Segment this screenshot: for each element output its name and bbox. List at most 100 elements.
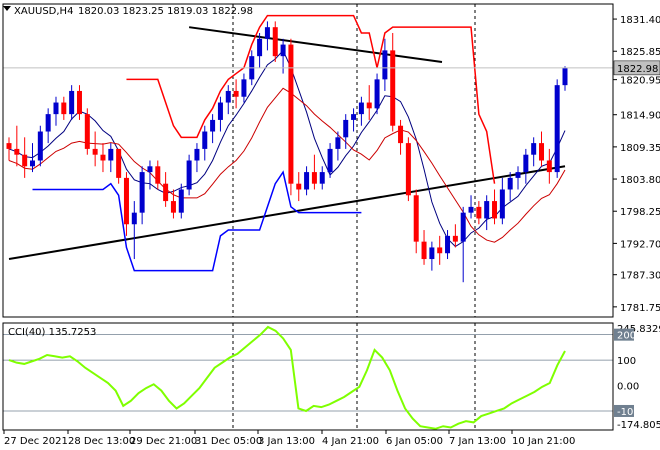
candle (202, 125, 208, 161)
candle-body (523, 154, 529, 173)
candle-body (484, 201, 490, 219)
candle-body (327, 148, 333, 173)
candle-body (241, 79, 247, 97)
price-tick-label: 1781.75 (620, 303, 660, 314)
cci-line (8, 325, 566, 430)
cci-level-label: -100 (617, 407, 640, 418)
cci-max-label: 245.8329 (617, 324, 660, 335)
candle-body (61, 102, 67, 115)
candle (178, 183, 184, 219)
candle-body (170, 201, 176, 213)
candle (523, 148, 529, 184)
candle (413, 189, 419, 254)
candle-body (437, 247, 443, 254)
candle (437, 235, 443, 265)
candle (499, 177, 505, 225)
candle-body (69, 90, 75, 115)
candle (14, 125, 20, 167)
candle (468, 195, 474, 219)
candle-body (374, 79, 380, 109)
candle (515, 166, 521, 190)
candle (217, 96, 223, 132)
candle (116, 148, 122, 184)
candle (53, 96, 59, 126)
candle-body (288, 44, 294, 184)
price-axis: 1831.40 1825.85 1820.95 1814.90 1809.35 1803.… (613, 15, 660, 431)
time-tick-label: 31 Dec 05:00 (195, 436, 262, 447)
price-tick-label: 1787.30 (620, 271, 660, 282)
ohlc-values: 1820.03 1823.25 1819.03 1822.98 (78, 6, 253, 17)
time-tick-label: 3 Jan 13:00 (258, 436, 315, 447)
cci-level-tag (614, 404, 634, 417)
candle-body (210, 119, 216, 132)
candle-body (123, 177, 129, 225)
cci-level-tag (614, 328, 634, 341)
candle-body (264, 27, 270, 39)
candle-body (116, 148, 122, 178)
candle-body (390, 50, 396, 126)
candle-body (515, 172, 521, 178)
candle (296, 172, 302, 202)
candle-body (139, 172, 145, 213)
price-plot (3, 4, 613, 317)
candle-body (554, 85, 560, 173)
candle-body (499, 189, 505, 219)
time-tick-label: 10 Jan 21:00 (512, 436, 575, 447)
cci-level-label: 100 (617, 356, 636, 367)
time-tick-label: 7 Jan 13:00 (449, 436, 506, 447)
candle (241, 73, 247, 103)
candle (546, 148, 552, 184)
price-tick-label: 1798.25 (620, 207, 660, 218)
cci-min-label: -174.8056 (617, 420, 660, 431)
candle (484, 195, 490, 231)
candle-body (358, 102, 364, 115)
candle (374, 73, 380, 115)
candle (562, 66, 568, 91)
price-tick-label: 1831.40 (620, 15, 660, 26)
candle-body (53, 102, 59, 115)
candle-body (76, 90, 82, 115)
candle-body (178, 189, 184, 213)
descending-trendline (188, 26, 443, 63)
cci-frame (2, 322, 614, 431)
candle-body (366, 102, 372, 109)
candle (445, 230, 451, 260)
candle-body (319, 172, 325, 184)
candle (351, 108, 357, 132)
candle-body (343, 119, 349, 138)
candle (421, 230, 427, 265)
candle (311, 154, 317, 190)
upper-channel-line (126, 14, 496, 184)
candle-body (398, 125, 404, 144)
candle (343, 114, 349, 149)
candle-body (413, 195, 419, 242)
candle (288, 38, 294, 196)
candle (429, 241, 435, 271)
candle-body (421, 241, 427, 260)
time-tick-label: 6 Jan 05:00 (386, 436, 443, 447)
candle (186, 154, 192, 196)
candle-body (445, 235, 451, 254)
candle-body (217, 102, 223, 120)
price-tick-label: 1792.70 (620, 239, 660, 250)
candle (194, 143, 200, 173)
cci-label: CCI(40) 135.7253 (8, 327, 96, 338)
triangle-down-icon[interactable] (3, 6, 11, 11)
candle (29, 143, 35, 173)
candle (163, 172, 169, 207)
candle (100, 143, 106, 173)
candle-body (272, 27, 278, 57)
candle (61, 96, 67, 120)
candle-body (225, 90, 231, 103)
candle-body (131, 212, 137, 225)
candle-body (562, 67, 568, 86)
candle-body (539, 143, 545, 161)
candle-body (14, 148, 20, 155)
candle (123, 172, 129, 236)
time-tick-label: 28 Dec 13:00 (68, 436, 135, 447)
cci-level-label: 200 (617, 331, 636, 342)
candle-body (507, 177, 513, 190)
candle-body (531, 143, 537, 155)
candle-body (460, 212, 466, 242)
candle-body (492, 201, 498, 219)
